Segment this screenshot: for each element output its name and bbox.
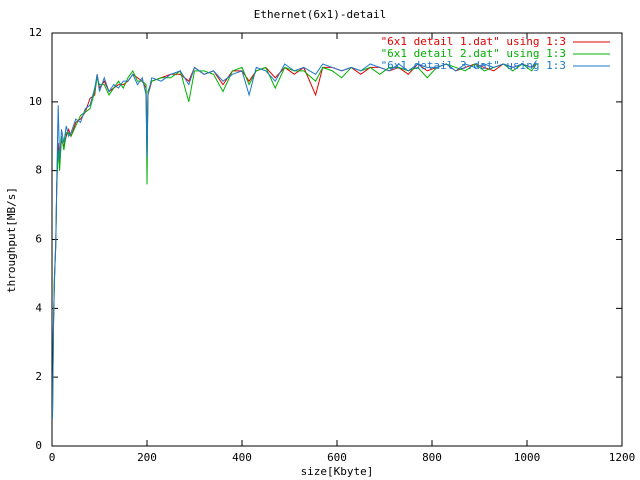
legend-label: "6x1 detail 3.dat" using 1:3 <box>381 59 566 72</box>
x-tick-label: 0 <box>49 451 56 464</box>
series-line <box>51 63 537 419</box>
y-tick-label: 2 <box>35 370 42 383</box>
x-tick-label: 1000 <box>514 451 541 464</box>
y-tick-label: 8 <box>35 164 42 177</box>
y-tick-label: 12 <box>29 26 42 39</box>
y-tick-label: 4 <box>35 301 42 314</box>
series-line <box>51 63 537 416</box>
y-axis-label: throughput[MB/s] <box>5 187 18 293</box>
x-axis-label: size[Kbyte] <box>301 465 374 478</box>
legend-label: "6x1 detail 2.dat" using 1:3 <box>381 47 566 60</box>
x-tick-label: 400 <box>232 451 252 464</box>
y-tick-label: 6 <box>35 233 42 246</box>
y-tick-label: 10 <box>29 95 42 108</box>
plot-frame <box>51 32 623 447</box>
x-tick-label: 200 <box>137 451 157 464</box>
series-line <box>51 60 537 419</box>
y-tick-label: 0 <box>35 439 42 452</box>
legend-label: "6x1 detail 1.dat" using 1:3 <box>381 35 566 48</box>
chart-title: Ethernet(6x1)-detail <box>254 8 386 21</box>
x-tick-label: 800 <box>422 451 442 464</box>
x-tick-label: 600 <box>327 451 347 464</box>
x-tick-label: 1200 <box>609 451 636 464</box>
